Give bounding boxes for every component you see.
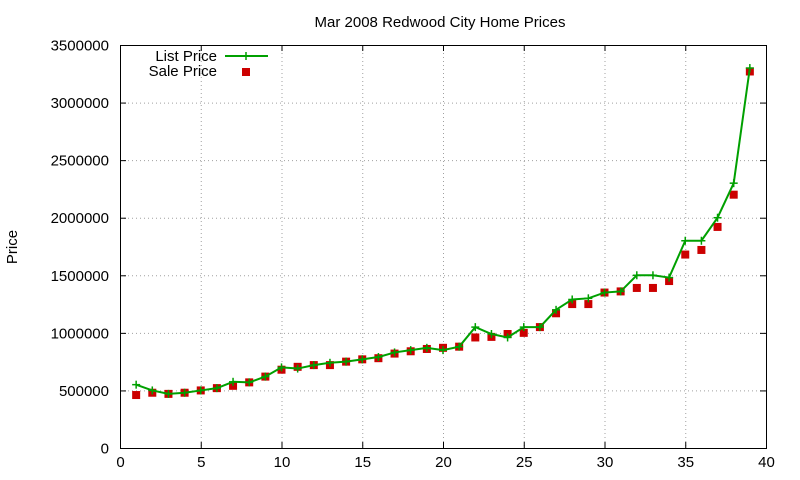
x-tick-label: 0 — [116, 454, 124, 471]
x-tick-label: 35 — [677, 454, 694, 471]
list-price-point — [665, 273, 674, 282]
list-price-point — [648, 271, 657, 280]
sale-price-point — [697, 245, 706, 254]
list-price-point — [584, 294, 593, 303]
sale-price-point — [713, 222, 722, 231]
list-price-point — [390, 348, 399, 357]
list-price-point — [342, 357, 351, 366]
list-price-point — [132, 380, 141, 389]
list-price-point — [471, 323, 480, 332]
x-tick-label: 30 — [597, 454, 614, 471]
legend: List Price Sale Price — [149, 48, 268, 80]
y-tick-label: 2000000 — [51, 210, 109, 227]
sale-price-point — [568, 300, 577, 309]
list-price-point — [196, 386, 205, 395]
legend-label-sale-price: Sale Price — [149, 63, 217, 80]
list-price-point — [616, 287, 625, 296]
sale-price-point — [584, 300, 593, 309]
list-price-point — [713, 213, 722, 222]
sale-price-point — [471, 333, 480, 342]
list-price-point — [745, 64, 754, 73]
x-tick-label: 40 — [758, 454, 775, 471]
y-tick-label: 500000 — [59, 383, 109, 400]
y-tick-label: 3500000 — [51, 38, 109, 55]
axis-ticks: 0 5 10 15 20 25 30 35 40 0 500000 1000000 1500000 200… — [51, 38, 775, 472]
sale-price-point — [681, 250, 690, 259]
sale-price-point — [519, 328, 528, 337]
list-price-point — [261, 372, 270, 381]
list-price-point — [374, 353, 383, 362]
y-tick-label: 0 — [101, 441, 109, 458]
list-price-point — [164, 389, 173, 398]
list-price-point — [632, 271, 641, 280]
x-tick-label: 5 — [197, 454, 205, 471]
list-price-point — [229, 377, 238, 386]
y-tick-label: 2500000 — [51, 153, 109, 170]
list-price-point — [568, 295, 577, 304]
list-price-point — [293, 364, 302, 373]
y-axis-label: Price — [4, 230, 21, 264]
list-price-point — [552, 305, 561, 314]
y-tick-label: 1500000 — [51, 268, 109, 285]
sale-price-point — [132, 391, 141, 400]
list-price-point — [729, 179, 738, 188]
list-price-point — [455, 342, 464, 351]
sale-price-point — [648, 283, 657, 292]
list-price-point — [148, 386, 157, 395]
series-list-price — [132, 64, 754, 398]
list-price-point — [697, 236, 706, 245]
x-tick-label: 15 — [354, 454, 371, 471]
y-tick-label: 1000000 — [51, 325, 109, 342]
list-price-point — [535, 323, 544, 332]
x-tick-label: 20 — [435, 454, 452, 471]
sale-price-point — [229, 381, 238, 390]
list-price-point — [245, 378, 254, 387]
x-tick-label: 25 — [516, 454, 533, 471]
sale-price-point — [729, 190, 738, 199]
list-price-point — [503, 333, 512, 342]
list-price-point — [519, 323, 528, 332]
list-price-point — [406, 346, 415, 355]
series-layer — [132, 64, 754, 400]
list-price-point — [422, 343, 431, 352]
legend-marker-list-price — [242, 52, 250, 60]
legend-marker-sale-price — [242, 68, 250, 76]
legend-label-list-price: List Price — [155, 48, 217, 65]
sale-price-point — [632, 283, 641, 292]
list-price-point — [325, 358, 334, 367]
list-price-point — [487, 330, 496, 339]
list-price-point — [277, 363, 286, 372]
list-price-point — [309, 361, 318, 370]
list-price-point — [180, 388, 189, 397]
x-tick-label: 10 — [274, 454, 291, 471]
chart-title: Mar 2008 Redwood City Home Prices — [315, 14, 566, 31]
y-tick-label: 3000000 — [51, 95, 109, 112]
list-price-point — [358, 355, 367, 364]
list-price-point — [212, 384, 221, 393]
list-price-point — [600, 288, 609, 297]
list-price-point — [439, 346, 447, 355]
list-price-point — [681, 236, 690, 245]
